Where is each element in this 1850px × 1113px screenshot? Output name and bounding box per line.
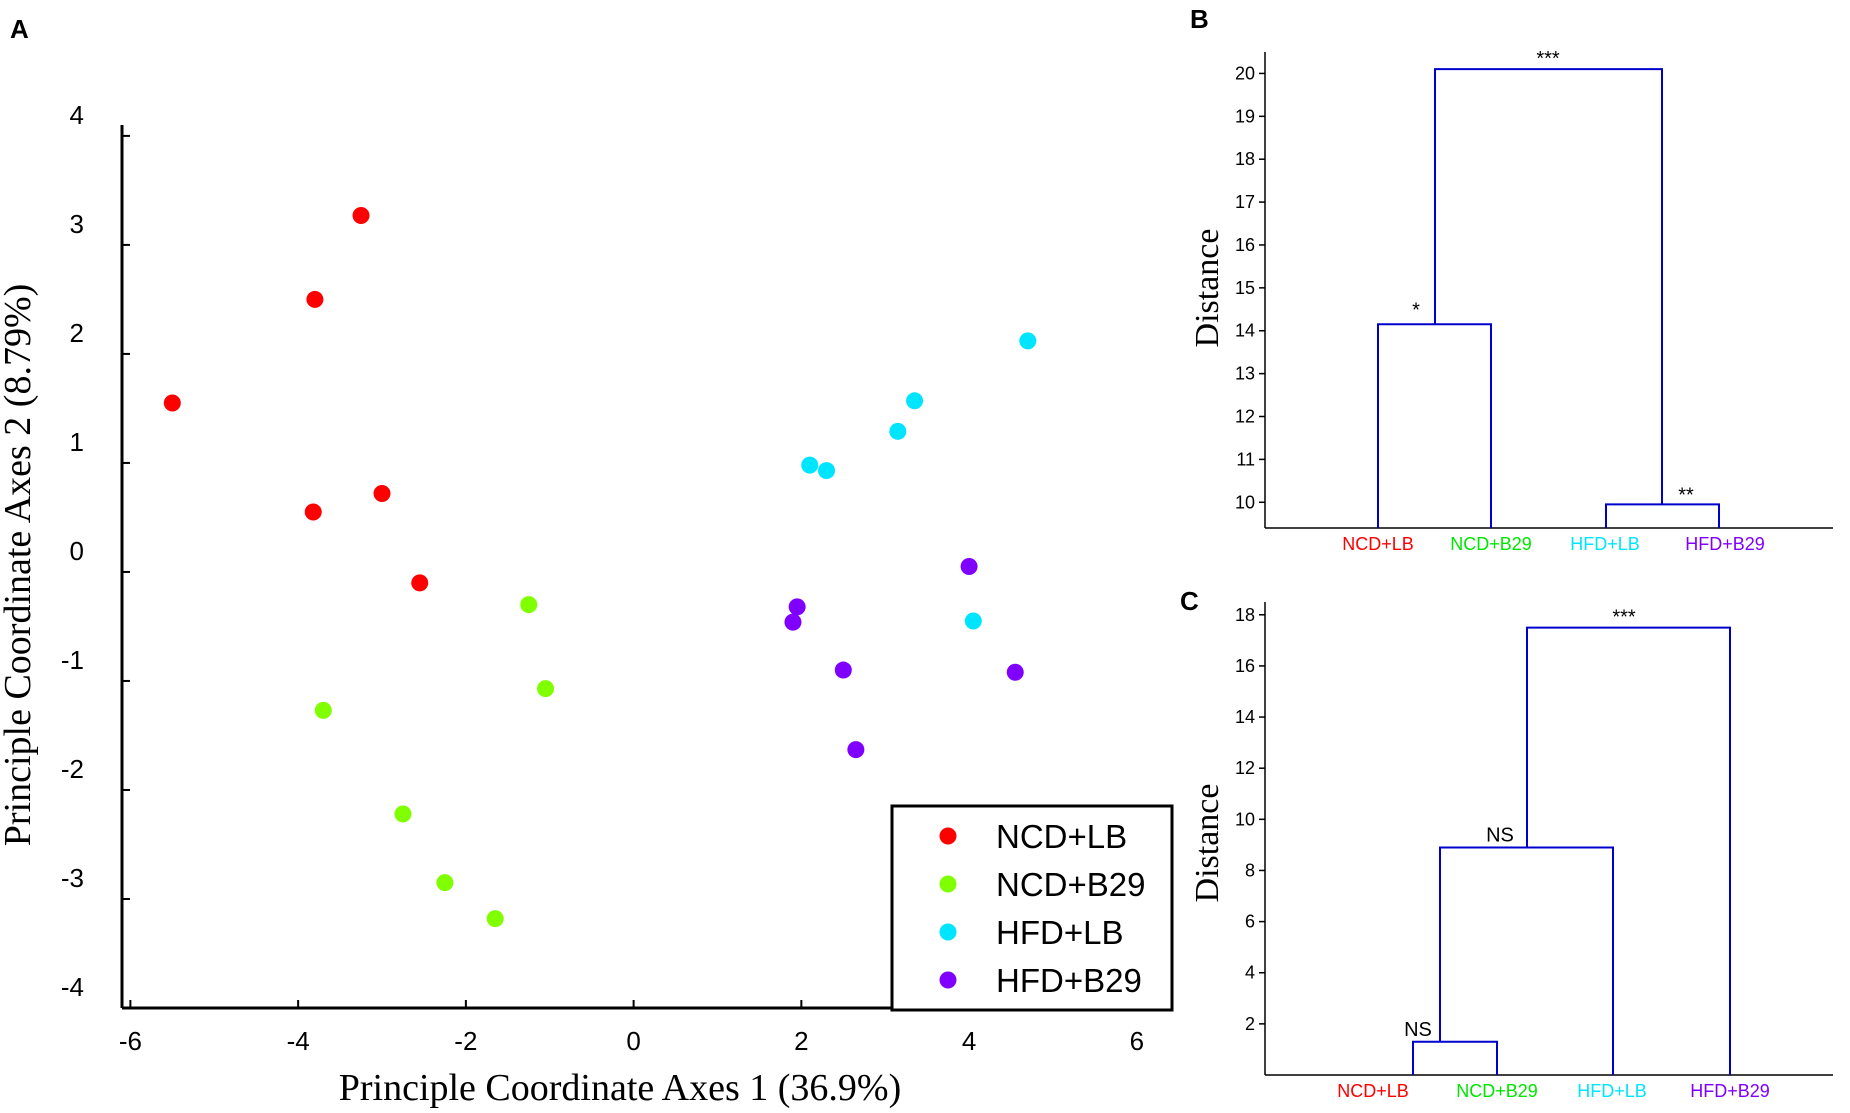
dendro-link xyxy=(1527,628,1730,1075)
dendro-y-tick-label: 6 xyxy=(1245,912,1255,932)
dendro-y-tick-label: 19 xyxy=(1235,106,1255,126)
dendro-link xyxy=(1413,1042,1497,1075)
panel-a-x-tick-label: -6 xyxy=(119,1026,142,1056)
panel-label-a: A xyxy=(10,14,29,44)
panel-b-dendrogram: 10 11 12 13 14 15 16 17 18 19 20 NCD+LB NCD+B29 HFD+L… xyxy=(1235,48,1833,554)
scatter-point xyxy=(411,574,428,591)
scatter-point xyxy=(164,394,181,411)
panel-c-y-axis-title: Distance xyxy=(1189,784,1226,903)
scatter-point xyxy=(784,614,801,631)
legend-marker xyxy=(940,972,957,989)
dendro-y-tick-label: 14 xyxy=(1235,707,1255,727)
dendro-y-tick-label: 17 xyxy=(1235,192,1255,212)
scatter-point xyxy=(487,910,504,927)
scatter-point xyxy=(906,392,923,409)
panel-b-y-axis-title: Distance xyxy=(1189,229,1226,348)
dendro-leaf-label: NCD+B29 xyxy=(1450,534,1532,554)
significance-label: * xyxy=(1412,299,1420,321)
dendro-y-tick-label: 10 xyxy=(1235,809,1255,829)
scatter-point xyxy=(835,662,852,679)
dendro-leaf-label: NCD+LB xyxy=(1342,534,1414,554)
dendro-y-tick-label: 2 xyxy=(1245,1014,1255,1034)
dendro-leaf-label: HFD+LB xyxy=(1577,1081,1647,1101)
dendro-leaf-label: HFD+LB xyxy=(1570,534,1640,554)
scatter-point xyxy=(315,702,332,719)
scatter-point xyxy=(306,291,323,308)
significance-label: *** xyxy=(1612,607,1636,629)
dendro-link xyxy=(1435,69,1662,504)
panel-a-y-tick-label: -3 xyxy=(61,863,84,893)
legend-label: HFD+B29 xyxy=(996,962,1142,999)
panel-a-y-tick-label: 0 xyxy=(70,536,84,566)
scatter-point xyxy=(847,741,864,758)
panel-a-x-tick-label: 6 xyxy=(1130,1026,1144,1056)
panel-a-x-tick-label: -4 xyxy=(287,1026,310,1056)
dendro-y-tick-label: 10 xyxy=(1235,492,1255,512)
panel-a-y-tick-label: 2 xyxy=(70,318,84,348)
scatter-point xyxy=(965,613,982,630)
panel-a-y-tick-label: 1 xyxy=(70,427,84,457)
scatter-point xyxy=(537,680,554,697)
panel-label-c: C xyxy=(1180,586,1199,616)
scatter-point xyxy=(394,805,411,822)
panel-a-x-tick-label: 0 xyxy=(626,1026,640,1056)
panel-a-x-tick-label: -2 xyxy=(454,1026,477,1056)
panel-a-legend: NCD+LB NCD+B29 HFD+LB HFD+B29 xyxy=(892,806,1172,1010)
figure: A B C -6 -4 -2 0 2 4 6-4-3-2-101234 Principle … xyxy=(0,0,1850,1113)
dendro-leaf-label: NCD+B29 xyxy=(1456,1081,1538,1101)
significance-label: *** xyxy=(1536,48,1560,70)
panel-a-y-tick-label: -2 xyxy=(61,754,84,784)
scatter-point xyxy=(961,558,978,575)
dendro-link xyxy=(1606,504,1719,528)
scatter-point xyxy=(353,207,370,224)
scatter-point xyxy=(374,485,391,502)
panel-label-b: B xyxy=(1190,4,1209,34)
dendro-y-tick-label: 18 xyxy=(1235,605,1255,625)
panel-a-y-tick-label: -1 xyxy=(61,645,84,675)
significance-label: ** xyxy=(1678,484,1694,506)
dendro-y-tick-label: 14 xyxy=(1235,321,1255,341)
legend-label: HFD+LB xyxy=(996,914,1123,951)
scatter-point xyxy=(801,457,818,474)
dendro-y-tick-label: 15 xyxy=(1235,278,1255,298)
dendro-y-tick-label: 12 xyxy=(1235,758,1255,778)
scatter-point xyxy=(1019,332,1036,349)
scatter-point xyxy=(305,503,322,520)
dendro-link xyxy=(1378,324,1491,528)
panel-a-y-tick-label: 4 xyxy=(70,100,84,130)
dendro-leaf-label: HFD+B29 xyxy=(1685,534,1765,554)
dendro-leaf-label: HFD+B29 xyxy=(1690,1081,1770,1101)
scatter-point xyxy=(436,874,453,891)
dendro-y-tick-label: 12 xyxy=(1235,407,1255,427)
scatter-point xyxy=(520,596,537,613)
dendro-y-tick-label: 16 xyxy=(1235,235,1255,255)
dendro-y-tick-label: 18 xyxy=(1235,149,1255,169)
panel-a-y-tick-label: -4 xyxy=(61,972,84,1002)
scatter-point xyxy=(889,423,906,440)
dendro-y-tick-label: 11 xyxy=(1236,449,1255,469)
dendro-leaf-label: NCD+LB xyxy=(1337,1081,1409,1101)
significance-label: NS xyxy=(1486,824,1514,846)
legend-marker xyxy=(940,924,957,941)
dendro-y-tick-label: 13 xyxy=(1235,364,1255,384)
significance-label: NS xyxy=(1404,1019,1432,1041)
scatter-point xyxy=(789,598,806,615)
legend-marker xyxy=(940,876,957,893)
panel-a-y-axis-title: Principle Coordinate Axes 2 (8.79%) xyxy=(0,284,39,847)
scatter-point xyxy=(1007,664,1024,681)
panel-a-y-tick-label: 3 xyxy=(70,209,84,239)
legend-label: NCD+LB xyxy=(996,818,1127,855)
panel-a-x-axis-title: Principle Coordinate Axes 1 (36.9%) xyxy=(339,1067,902,1109)
legend-marker xyxy=(940,828,957,845)
dendro-y-tick-label: 20 xyxy=(1235,63,1255,83)
panel-a-x-tick-label: 2 xyxy=(794,1026,808,1056)
scatter-point xyxy=(818,462,835,479)
panel-a-x-tick-label: 4 xyxy=(962,1026,976,1056)
dendro-y-tick-label: 8 xyxy=(1245,860,1255,880)
dendro-y-tick-label: 16 xyxy=(1235,656,1255,676)
legend-label: NCD+B29 xyxy=(996,866,1145,903)
dendro-y-tick-label: 4 xyxy=(1245,963,1255,983)
panel-c-dendrogram: 2 4 6 8 10 12 14 16 18 NCD+LB NCD+B29 HFD+LB HFD+B29… xyxy=(1235,602,1833,1101)
